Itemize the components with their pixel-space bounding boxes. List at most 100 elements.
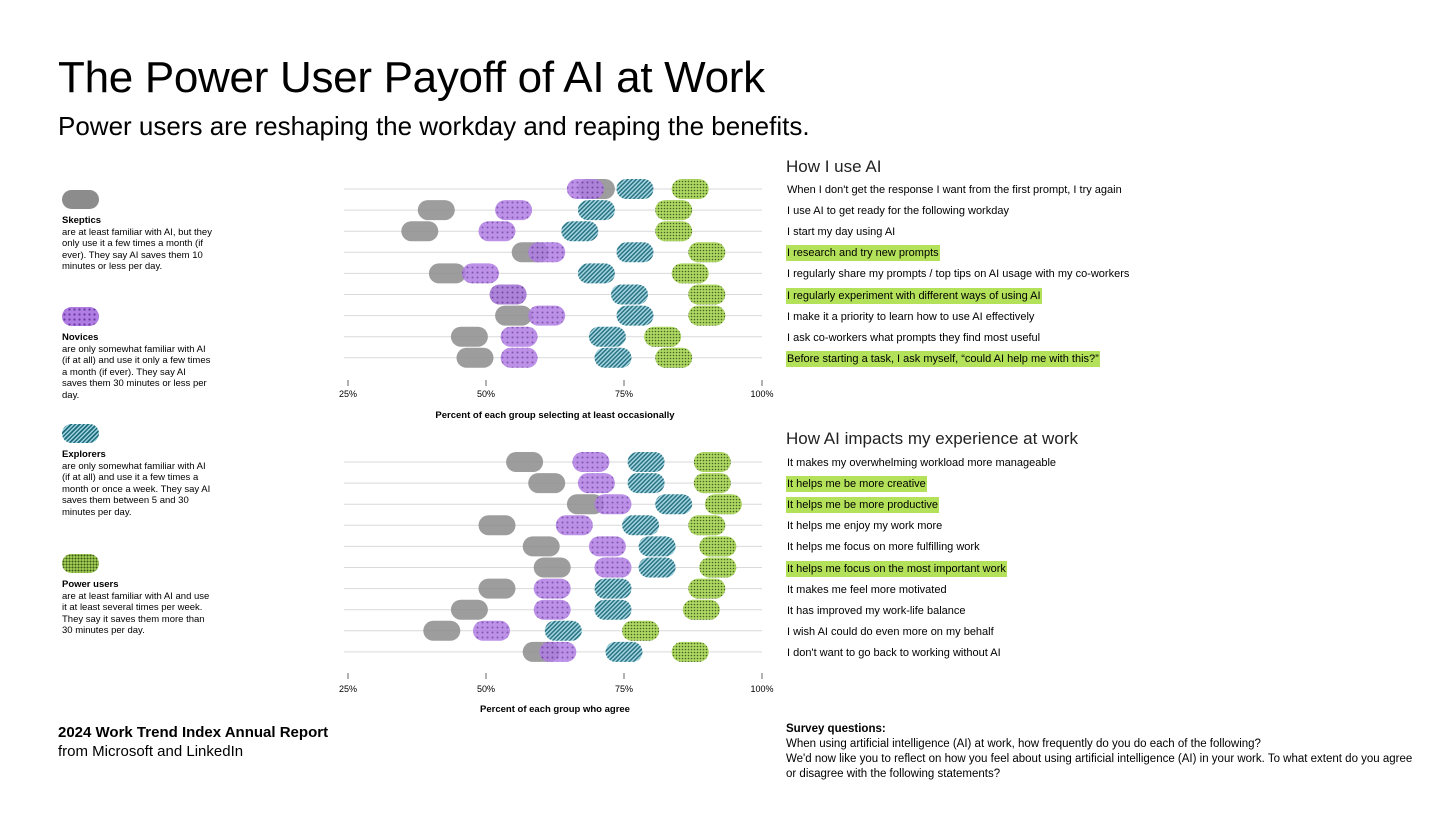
dot-skeptics	[522, 536, 560, 557]
chart-title-usage: How I use AI	[786, 157, 882, 176]
dot-power-users	[699, 557, 737, 578]
dot-novices	[478, 221, 516, 242]
dot-novices	[473, 620, 510, 641]
dot-novices	[588, 536, 626, 557]
legend-name: Novices	[62, 332, 99, 343]
dot-skeptics	[528, 473, 566, 494]
x-tick-label: 100%	[750, 684, 773, 694]
report-subtitle: from Microsoft and LinkedIn	[58, 743, 244, 760]
dot-power-users	[704, 494, 742, 515]
survey-heading: Survey questions:	[786, 723, 886, 735]
dot-power-users	[699, 536, 737, 557]
legend-swatch-skeptics	[62, 190, 99, 209]
dot-power-users	[688, 284, 726, 305]
legend-explorers: Explorers are only somewhat familiar wit…	[62, 424, 212, 518]
x-tick-label: 25%	[339, 389, 357, 399]
dot-skeptics	[495, 305, 533, 326]
dot-skeptics	[450, 326, 488, 347]
dot-explorers	[594, 347, 632, 368]
dot-skeptics	[456, 347, 494, 368]
dot-novices	[533, 578, 571, 599]
dot-power-users	[644, 326, 682, 347]
dot-novices	[577, 473, 615, 494]
dot-power-users	[682, 599, 720, 620]
dot-power-users	[688, 305, 726, 326]
dot-novices	[572, 452, 610, 472]
dot-explorers	[561, 221, 599, 242]
x-tick-label: 50%	[477, 389, 495, 399]
dot-explorers	[588, 326, 626, 347]
dot-power-users	[688, 515, 726, 536]
dot-explorers	[594, 578, 632, 599]
row-label: It makes my overwhelming workload more m…	[787, 457, 1057, 469]
dot-explorers	[577, 200, 615, 221]
row-label: I use AI to get ready for the following …	[787, 205, 1009, 218]
dot-explorers	[594, 599, 632, 620]
dot-explorers	[577, 263, 615, 284]
x-tick-label: 75%	[615, 684, 633, 694]
dot-novices	[594, 494, 632, 515]
dot-skeptics	[478, 515, 516, 536]
legend-desc: are only somewhat familiar with AI (if a…	[62, 460, 211, 518]
x-tick-label: 75%	[615, 389, 633, 399]
legend-swatch-power-users	[62, 554, 99, 573]
survey-question: We'd now like you to reflect on how you …	[786, 753, 1413, 780]
legend-power-users: Power users are at least familiar with A…	[62, 554, 212, 637]
legend-name: Power users	[62, 579, 119, 590]
survey-question: When using artificial intelligence (AI) …	[786, 738, 1261, 750]
dot-power-users	[688, 242, 726, 263]
row-label: It helps me be more creative	[786, 476, 927, 493]
row-label: I regularly share my prompts / top tips …	[787, 268, 1130, 281]
dot-novices	[566, 179, 604, 199]
page-subtitle: Power users are reshaping the workday an…	[58, 111, 810, 141]
legend-swatch-novices	[62, 307, 99, 326]
dot-novices	[489, 284, 527, 305]
row-label: I ask co-workers what prompts they find …	[787, 331, 1041, 344]
row-label: I don't want to go back to working witho…	[787, 646, 1001, 659]
dot-power-users	[655, 221, 693, 242]
dot-skeptics	[423, 620, 461, 641]
legend-desc: are at least familiar with AI, but they …	[62, 226, 212, 273]
dot-explorers	[622, 515, 660, 536]
x-axis-label: Percent of each group who agree	[480, 704, 630, 715]
row-label: When I don't get the response I want fro…	[787, 184, 1122, 196]
chart-title-impact: How AI impacts my experience at work	[786, 429, 1078, 448]
row-label: I start my day using AI	[787, 226, 896, 239]
dot-explorers	[638, 557, 676, 578]
dot-power-users	[655, 347, 693, 368]
row-label: Before starting a task, I ask myself, “c…	[786, 350, 1100, 367]
legend-swatch-explorers	[62, 424, 99, 443]
legend-skeptics: Skeptics are at least familiar with AI, …	[62, 190, 212, 273]
row-label: It has improved my work-life balance	[787, 604, 966, 617]
dot-skeptics	[450, 599, 488, 620]
dot-explorers	[627, 473, 665, 494]
row-label: It helps me enjoy my work more	[787, 520, 943, 533]
row-label: I make it a priority to learn how to use…	[787, 310, 1035, 323]
legend-desc: are only somewhat familiar with AI (if a…	[62, 343, 211, 401]
dot-skeptics	[566, 494, 604, 515]
dot-skeptics	[428, 263, 466, 284]
page-title: The Power User Payoff of AI at Work	[58, 53, 765, 102]
dot-explorers	[616, 179, 654, 199]
dot-novices	[500, 326, 538, 347]
row-label: It helps me focus on more fulfilling wor…	[787, 541, 980, 554]
dot-novices	[594, 557, 632, 578]
dot-novices	[533, 599, 571, 620]
dot-explorers	[611, 284, 648, 305]
dot-novices	[495, 200, 533, 221]
row-label: It helps me be more productive	[786, 497, 940, 514]
dot-power-users	[671, 179, 709, 199]
legend-novices: Novices are only somewhat familiar with …	[62, 307, 212, 401]
row-label: It makes me feel more motivated	[787, 583, 947, 596]
legend-name: Skeptics	[62, 215, 102, 226]
x-tick-label: 50%	[477, 684, 495, 694]
legend-name: Explorers	[62, 449, 106, 460]
survey-questions: Survey questions: When using artificial …	[786, 722, 1416, 782]
dot-novices	[539, 641, 577, 662]
dot-novices	[555, 515, 593, 536]
dot-skeptics	[533, 557, 571, 578]
dot-explorers	[605, 641, 643, 662]
dot-power-users	[693, 473, 731, 494]
row-label: I wish AI could do even more on my behal…	[787, 625, 994, 638]
